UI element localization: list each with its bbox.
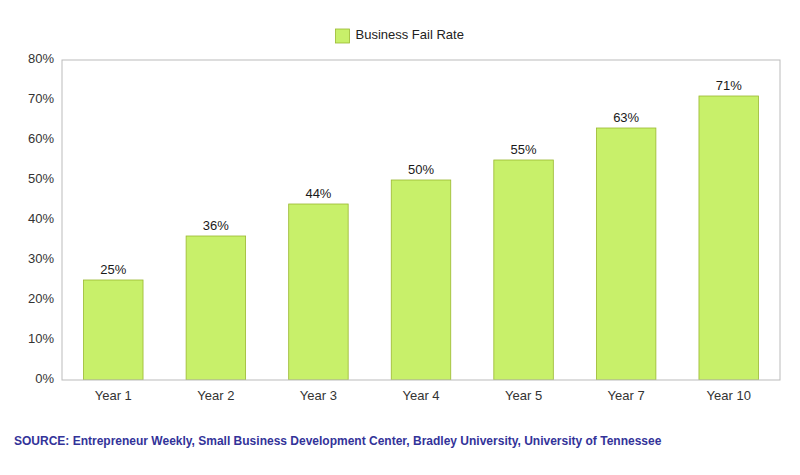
y-tick-label: 60% — [28, 131, 54, 146]
bars — [84, 96, 759, 380]
x-tick-label: Year 7 — [608, 388, 645, 403]
y-tick-label: 20% — [28, 291, 54, 306]
legend-label: Business Fail Rate — [356, 27, 464, 42]
bar — [494, 160, 553, 380]
data-label: 44% — [305, 186, 331, 201]
y-tick-label: 0% — [35, 371, 54, 386]
data-label: 71% — [716, 78, 742, 93]
bar — [186, 236, 245, 380]
x-tick-label: Year 1 — [95, 388, 132, 403]
chart: 0% 10% 20% 30% 40% 50% 60% 70% 80% 25% 36% 44% 50% 55… — [0, 0, 800, 475]
data-label: 63% — [613, 110, 639, 125]
y-tick-label: 50% — [28, 171, 54, 186]
bar — [699, 96, 758, 380]
x-tick-label: Year 4 — [402, 388, 439, 403]
source-text: SOURCE: Entrepreneur Weekly, Small Busin… — [14, 434, 662, 448]
x-tick-label: Year 5 — [505, 388, 542, 403]
plot-frame — [62, 60, 780, 380]
bar — [391, 180, 450, 380]
data-label: 55% — [511, 142, 537, 157]
bar — [289, 204, 348, 380]
data-label: 36% — [203, 218, 229, 233]
y-tick-label: 40% — [28, 211, 54, 226]
x-tick-label: Year 2 — [197, 388, 234, 403]
bar — [596, 128, 655, 380]
data-label: 50% — [408, 162, 434, 177]
y-tick-label: 10% — [28, 331, 54, 346]
y-tick-label: 30% — [28, 251, 54, 266]
legend-swatch — [336, 29, 350, 43]
legend: Business Fail Rate — [336, 27, 464, 43]
y-tick-label: 80% — [28, 51, 54, 66]
bar — [84, 280, 143, 380]
y-tick-label: 70% — [28, 91, 54, 106]
x-tick-label: Year 3 — [300, 388, 337, 403]
data-label: 25% — [100, 262, 126, 277]
x-tick-label: Year 10 — [707, 388, 751, 403]
